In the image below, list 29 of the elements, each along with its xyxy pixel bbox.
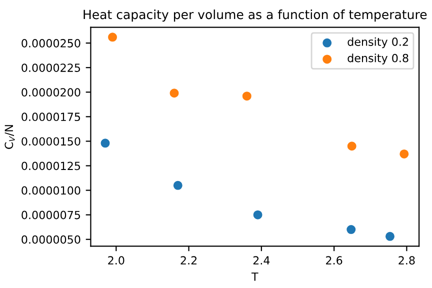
point (108, 32, 118, 42)
point (253, 210, 262, 220)
y-tick-label: 0.0000175 (22, 112, 80, 122)
y-tick-label: 0.0000200 (22, 88, 80, 97)
y-tick-label: 0.0000100 (22, 186, 80, 195)
y-tick-label: 0.0000125 (22, 162, 80, 170)
point (242, 92, 252, 101)
x-tick-label: 2.8 (398, 256, 415, 265)
chart-title: Heat capacity per volume as a function of temperature (84, 10, 427, 22)
y-tick-label: 0.0000225 (22, 64, 80, 72)
y-axis-title: C$_{V}$/N (4, 125, 15, 149)
x-axis-title: T (251, 272, 258, 281)
y-tick-label: 0.0000250 (22, 39, 80, 48)
point (400, 149, 409, 158)
x-tick-label: 2.0 (108, 256, 124, 265)
legend-label: density 0.2 (348, 37, 408, 48)
x-tick-label: 2.2 (180, 256, 197, 264)
x-tick-label: 2.6 (326, 256, 342, 265)
point (347, 142, 356, 151)
point (385, 232, 394, 241)
point (346, 225, 356, 234)
y-tick-label: 0.0000050 (22, 235, 80, 244)
x-tick-label: 2.4 (253, 256, 270, 264)
y-tick-label: 0.0000075 (22, 210, 80, 220)
point (100, 138, 110, 148)
point (170, 88, 179, 98)
y-tick-label: 0.0000150 (22, 137, 80, 146)
legend-label: density 0.8 (348, 54, 408, 64)
point (173, 180, 182, 190)
